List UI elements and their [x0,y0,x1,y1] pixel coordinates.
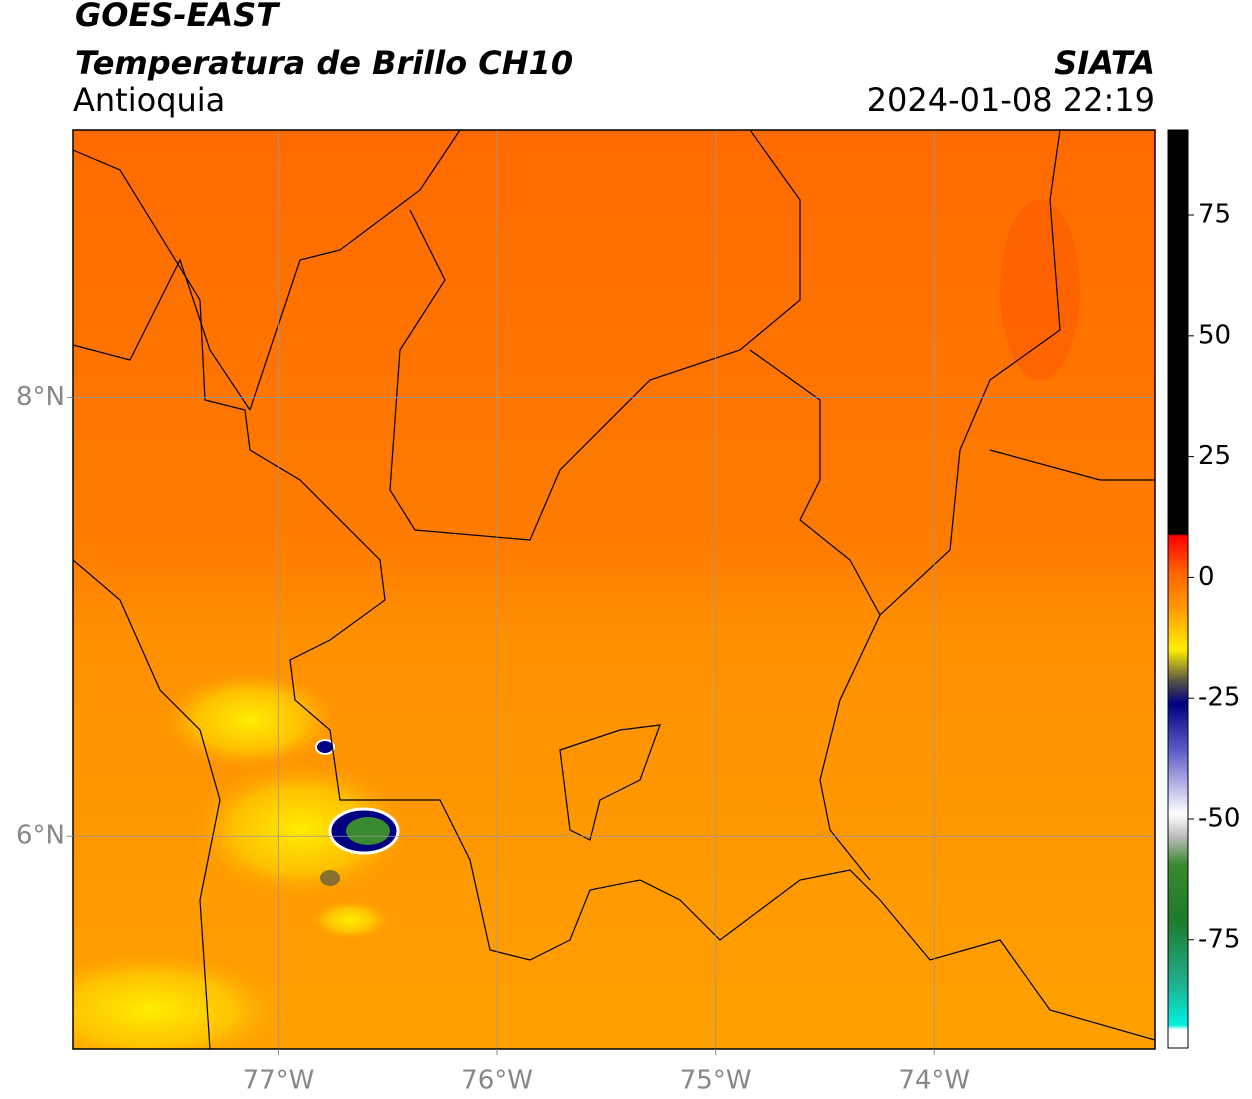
source: SIATA [1054,44,1155,82]
storm-cell [320,870,340,886]
colorbar-label: 25 [1198,441,1231,471]
colorbar-label: 0 [1198,562,1215,592]
x-tick-label: 74°W [898,1066,970,1096]
storm-core [346,817,390,845]
warm-area [1000,200,1080,380]
title: GOES-EAST [75,0,280,34]
colorbar-label: 75 [1198,200,1231,230]
map-frame [72,129,1156,1050]
colorbar-label: -75 [1198,924,1240,954]
boundary [389,130,801,541]
datetime: 2024-01-08 22:19 [867,81,1155,119]
y-tick-label: 8°N [16,382,65,412]
boundary [73,149,1155,1041]
field [73,130,1155,1049]
region: Antioquia [73,81,225,119]
x-tick-label: 76°W [461,1066,533,1096]
cloud [73,950,290,1049]
colorbar-label: 50 [1198,320,1231,350]
cloud [310,900,390,940]
coast [73,258,251,1049]
cloud [160,670,340,770]
storm-cell [315,739,335,755]
x-tick-label: 75°W [680,1066,752,1096]
x-tick-label: 77°W [243,1066,315,1096]
boundary [559,724,661,841]
boundary [749,130,1061,616]
subtitle: Temperatura de Brillo CH10 [75,44,573,82]
boundary [989,449,1155,481]
cloud [190,760,410,900]
coast [249,130,461,411]
colorbar-label: -50 [1198,803,1240,833]
grid [73,130,1155,1049]
y-tick-label: 6°N [16,821,65,851]
colorbar-label: -25 [1198,683,1240,713]
colorbar [1167,129,1189,1049]
map-field [73,130,1155,1049]
boundary [819,614,881,881]
